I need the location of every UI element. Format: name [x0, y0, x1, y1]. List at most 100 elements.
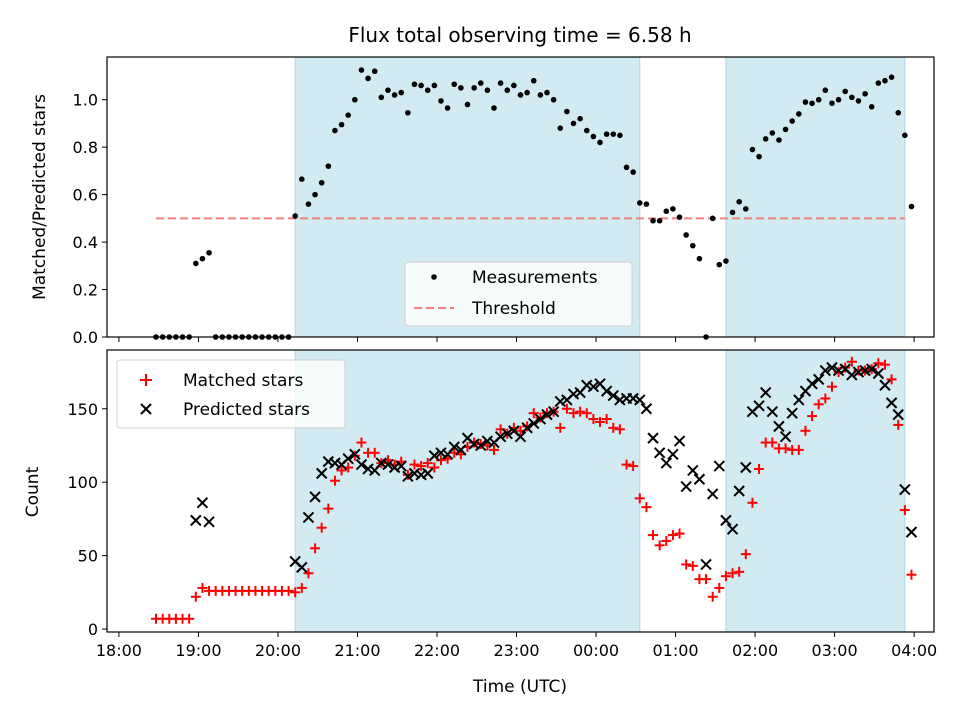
predicted-star-point [826, 361, 838, 374]
measurement-point [709, 215, 716, 222]
matched-star-point [588, 414, 599, 425]
bottom-y-tick-label: 50 [78, 547, 98, 566]
predicted-star-point [196, 497, 209, 509]
predicted-star-point [634, 394, 646, 406]
legend-threshold-label: Threshold [471, 299, 556, 319]
measurement-point [597, 139, 603, 146]
measurement-point [630, 169, 636, 175]
matched-star-point [893, 419, 904, 430]
predicted-star-point [660, 457, 672, 469]
matched-star-point [807, 411, 818, 422]
matched-star-point [681, 559, 692, 570]
measurement-point [908, 203, 915, 210]
matched-star-point [720, 571, 731, 582]
measurement-point [411, 81, 418, 88]
predicted-star-point [190, 514, 202, 527]
predicted-star-point [203, 516, 215, 528]
x-tick-label: 22:00 [414, 641, 460, 660]
matched-star-point [634, 493, 645, 504]
predicted-star-point [415, 469, 427, 481]
predicted-star-point [435, 447, 447, 459]
matched-star-point [701, 574, 712, 585]
matched-star-point [290, 587, 301, 598]
measurement-point [842, 88, 849, 95]
predicted-star-point [885, 397, 898, 409]
matched-star-point [826, 381, 837, 392]
matched-star-point [595, 416, 606, 427]
measurement-point [782, 126, 789, 133]
bottom-axes-frame [106, 349, 935, 633]
measurement-point [670, 206, 676, 212]
matched-star-point [846, 356, 857, 367]
matched-star-point [416, 461, 427, 472]
predicted-star-point [759, 386, 772, 399]
matched-star-point [886, 374, 897, 385]
measurement-point [557, 125, 564, 131]
matched-star-point [879, 359, 890, 370]
measurement-point [471, 85, 477, 91]
measurement-point [617, 132, 623, 139]
legend-predicted-label: Predicted stars [183, 400, 310, 420]
matched-star-point [197, 582, 208, 593]
predicted-star-point [859, 364, 871, 377]
predicted-star-point [627, 392, 639, 405]
measurement-point [325, 163, 332, 169]
measurement-point [391, 92, 398, 98]
predicted-star-point [899, 483, 911, 496]
predicted-star-point [514, 430, 527, 443]
matched-star-point [734, 566, 745, 577]
measurement-point [855, 98, 862, 104]
measurement-point [689, 242, 696, 249]
predicted-star-point [342, 452, 354, 465]
predicted-star-point [753, 400, 765, 412]
measurement-point [789, 118, 795, 124]
x-tick-label: 00:00 [573, 641, 619, 660]
predicted-star-point [402, 470, 414, 483]
predicted-star-point [554, 395, 566, 408]
measurement-point [438, 98, 444, 104]
predicted-star-point [309, 491, 321, 503]
measurement-point [696, 255, 703, 262]
predicted-star-point [766, 405, 779, 418]
matched-star-point [190, 591, 201, 602]
bottom-y-tick-label: 100 [67, 473, 98, 492]
predicted-star-point [653, 447, 666, 459]
measurement-point [199, 255, 206, 262]
figure-title: Flux total observing time = 6.58 h [348, 23, 691, 47]
predicted-star-point [581, 379, 593, 391]
predicted-star-point [726, 523, 739, 535]
measurement-points [153, 67, 915, 340]
predicted-star-point [647, 432, 659, 444]
predicted-star-point [329, 457, 341, 469]
top-axes-frame [106, 56, 935, 338]
measurement-point [729, 209, 736, 216]
matched-star-point [542, 408, 553, 419]
predicted-star-point [468, 438, 480, 450]
measurement-point [802, 99, 809, 105]
matched-star-point [641, 502, 652, 513]
measurement-point [477, 80, 484, 86]
measurement-point [431, 82, 438, 89]
measurement-point [583, 127, 590, 134]
x-tick-label: 21:00 [334, 641, 380, 660]
measurement-point [888, 74, 895, 80]
measurement-point [643, 201, 650, 207]
measurement-point [358, 67, 365, 73]
matched-star-point [555, 422, 566, 433]
measurement-point [424, 87, 431, 94]
predicted-star-point [812, 373, 825, 386]
matched-star-point [754, 463, 765, 474]
top-y-tick-label: 0.6 [73, 186, 98, 205]
matched-star-point [740, 549, 751, 560]
measurement-point [683, 232, 689, 238]
predicted-star-point [779, 430, 792, 443]
matched-star-point [687, 560, 698, 571]
x-tick-label: 04:00 [891, 641, 937, 660]
predicted-star-point [534, 413, 547, 425]
predicted-star-point [687, 464, 699, 477]
measurement-point [544, 89, 550, 96]
bottom-legend: Matched stars Predicted stars [116, 359, 346, 429]
measurement-point [444, 105, 451, 111]
measurement-point [650, 217, 656, 224]
